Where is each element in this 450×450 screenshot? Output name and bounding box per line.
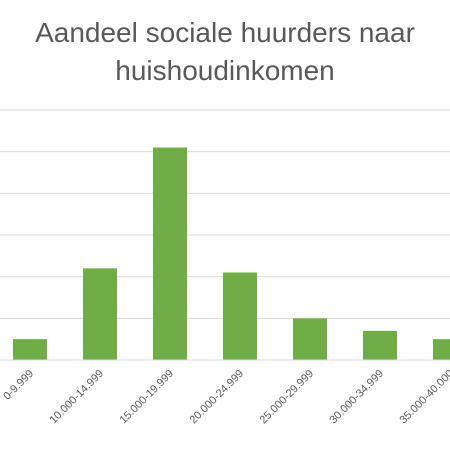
x-tick-label: 30.000-34.999 <box>327 368 386 427</box>
bar <box>13 339 47 360</box>
chart-title: Aandeel sociale huurders naar huishoudin… <box>35 17 415 86</box>
x-tick-label: 20.000-24.999 <box>187 368 246 427</box>
bar <box>293 318 327 360</box>
bar <box>433 339 450 360</box>
x-tick-label: 25.000-29.999 <box>257 368 316 427</box>
bar <box>223 272 257 360</box>
bars <box>13 147 450 360</box>
bar <box>153 147 187 360</box>
x-tick-label: 0-9.999 <box>1 368 36 403</box>
bar <box>83 268 117 360</box>
bar <box>363 330 397 360</box>
x-tick-label: 10.000-14.999 <box>47 368 106 427</box>
x-tick-label: 15.000-19.999 <box>117 368 176 427</box>
x-tick-labels: 0-9.999 10.000-14.999 15.000-19.999 20.000-… <box>1 368 450 427</box>
x-tick-label: 35.000-40.000 <box>397 368 450 427</box>
